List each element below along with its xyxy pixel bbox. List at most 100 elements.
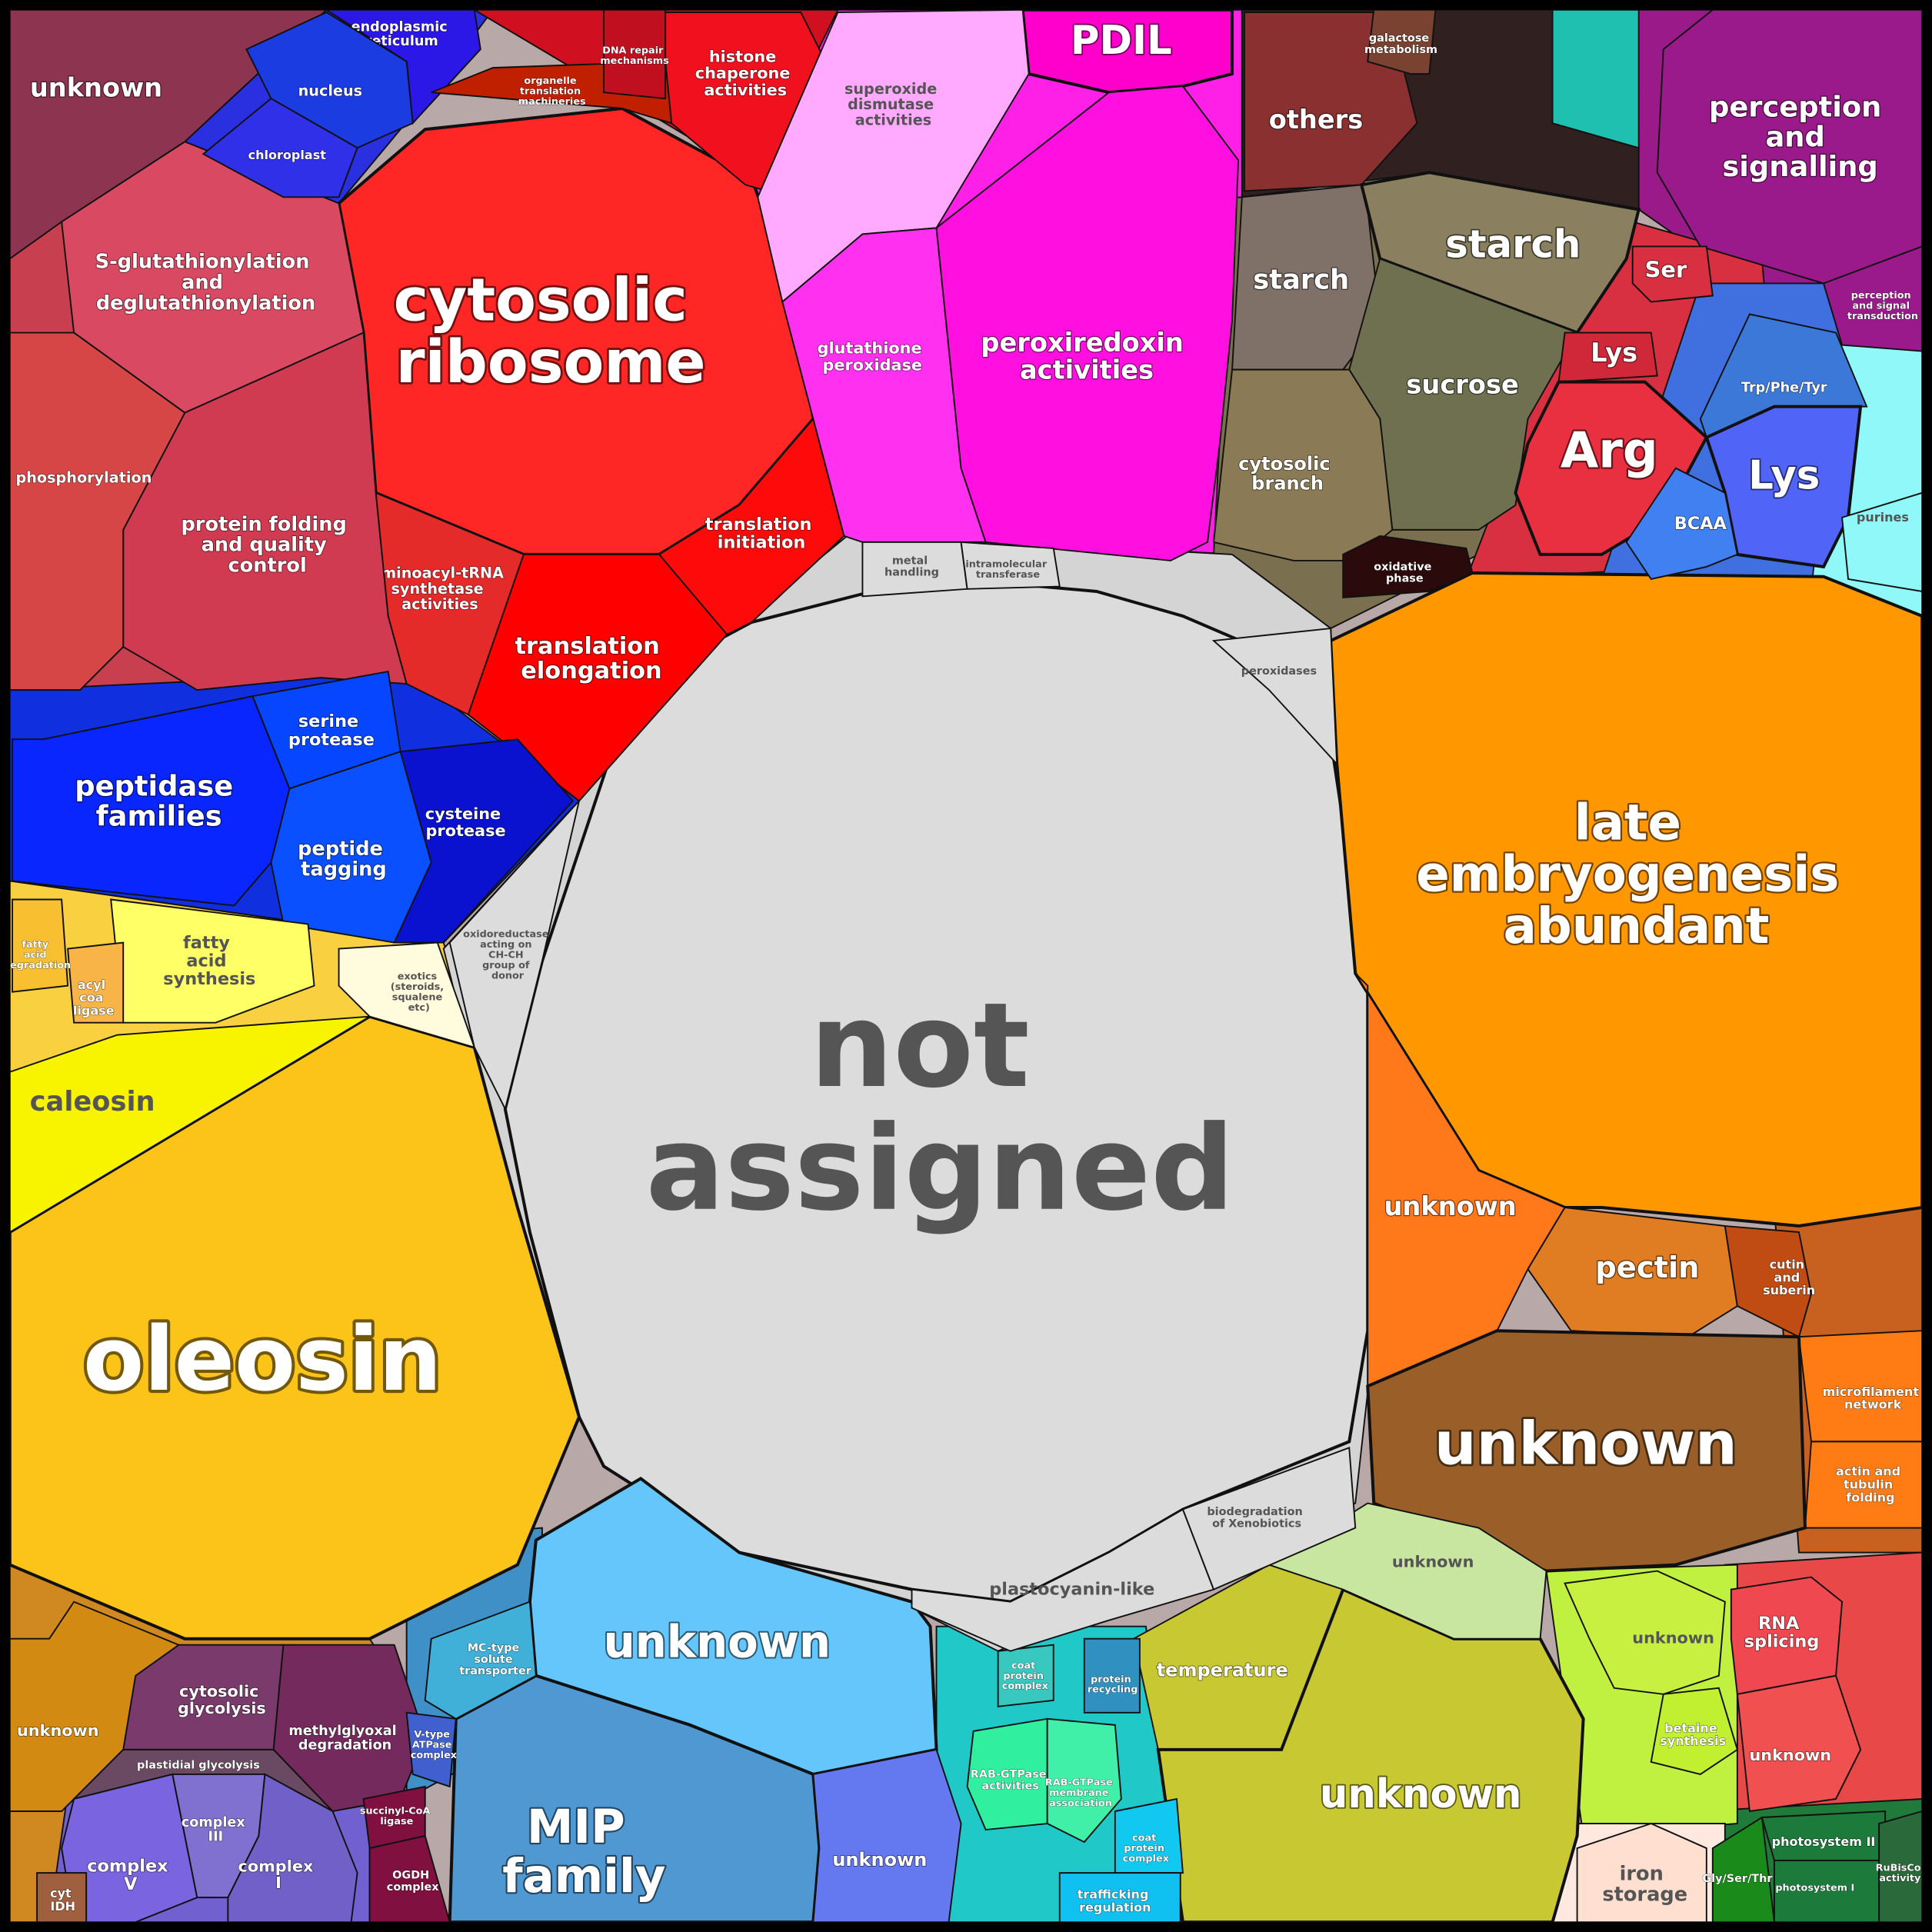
cell-label: unknown — [30, 72, 162, 102]
cell — [8, 331, 186, 691]
cell-label: Ser — [1645, 256, 1687, 282]
cell-label: succinyl-CoA ligase — [360, 1805, 434, 1827]
cell-label: methylglyoxal degradation — [288, 1724, 401, 1754]
cell — [448, 798, 581, 1111]
cell-label: unknown — [1632, 1629, 1714, 1647]
cell-label: pectin — [1595, 1251, 1699, 1285]
cell-label: Trp/Phe/Tyr — [1741, 381, 1827, 396]
cell — [405, 1711, 457, 1788]
cell-label: chloroplast — [248, 147, 327, 162]
cell-label: purines — [1857, 509, 1909, 524]
cell-label: caleosin — [30, 1086, 155, 1118]
cell — [1342, 535, 1474, 599]
cell — [1724, 1224, 1812, 1338]
cell-label: complex V — [87, 1856, 174, 1894]
cell-label: S-glutathionylation and deglutathionylat… — [95, 251, 317, 315]
cell — [1114, 1797, 1184, 1874]
cell-label: plastidial glycolysis — [137, 1760, 260, 1772]
cell-label: BCAA — [1674, 513, 1727, 533]
cell-label: unknown — [832, 1849, 927, 1870]
cell-label: cytosolic glycolysis — [178, 1682, 266, 1717]
cell-label: betaine synthesis — [1660, 1720, 1726, 1748]
cell-label: Lys — [1591, 337, 1637, 367]
cell — [1181, 1447, 1357, 1591]
cell-label: aminoacyl-tRNA synthetase activities — [371, 564, 509, 612]
cell — [1083, 1637, 1141, 1714]
cell-label: unknown — [604, 1615, 831, 1667]
cell-label: cytosolic branch — [1238, 453, 1337, 494]
cell-label: actin and tubulin folding — [1836, 1464, 1905, 1504]
cell-label: PDIL — [1071, 18, 1172, 64]
cell-label: unknown — [1320, 1771, 1522, 1817]
cell-label: biodegradation of Xenobiotics — [1207, 1506, 1306, 1530]
cell-label: photosystem I — [1775, 1882, 1854, 1894]
cell-label: MIP family — [502, 1800, 665, 1904]
cell — [1557, 331, 1658, 383]
cell-label: intramolecular transferase — [965, 558, 1050, 580]
cell — [1564, 1570, 1726, 1695]
cell-label: endoplasmic reticulum — [351, 20, 452, 50]
cell — [966, 1717, 1048, 1831]
cell-label: exotics (steroids, squalene etc) — [391, 971, 448, 1013]
cell-label: unknown — [1749, 1746, 1831, 1764]
cell-label: superoxide dismutase activities — [844, 79, 942, 128]
cell-label: nucleus — [298, 82, 363, 99]
cell-label: unknown — [1384, 1191, 1516, 1221]
cell — [1329, 571, 1924, 1228]
cell — [424, 1601, 537, 1720]
cell — [960, 541, 1061, 590]
cell-label: organelle translation machineries — [518, 75, 586, 108]
cell-label: RuBisCo activity — [1876, 1862, 1924, 1884]
cell-label: cysteine protease — [425, 804, 507, 840]
cell-label: MC-type solute transporter — [459, 1642, 532, 1677]
cell-label: peptide tagging — [298, 838, 390, 881]
cell-label: unknown — [1392, 1552, 1474, 1571]
cell — [1736, 1674, 1862, 1813]
cell-label: protein recycling — [1088, 1674, 1138, 1695]
cell-label: sucrose — [1406, 369, 1518, 399]
cell — [1650, 1687, 1739, 1775]
cell — [1354, 972, 1566, 1387]
cell-label: metal handling — [884, 555, 939, 578]
cell — [1576, 1822, 1707, 1924]
cell-label: cutin and suberin — [1763, 1257, 1815, 1297]
cell-label: protein folding and quality control — [181, 513, 353, 578]
cell — [67, 941, 125, 1024]
cell — [1211, 627, 1338, 766]
cell-label: peroxiredoxin activities — [981, 327, 1192, 384]
cell — [1631, 245, 1714, 303]
cell-label: late embryogenesis abundant — [1416, 794, 1856, 955]
cell-label: iron storage — [1602, 1863, 1687, 1907]
cell — [338, 941, 476, 1049]
cells: not assigned cytosolic ribosome aminoacyl-… — [3, 8, 1925, 1924]
cell-label: complex I — [238, 1857, 318, 1892]
cell — [1267, 1502, 1547, 1640]
cell — [935, 85, 1240, 561]
cell — [202, 98, 358, 198]
cell-label: Lys — [1748, 453, 1820, 499]
cell-label: translation initiation — [705, 514, 818, 552]
cell — [812, 1748, 962, 1924]
cell-label: oleosin — [83, 1308, 442, 1411]
cell-label: oxidoreductase acting on CH-CH group of … — [463, 928, 552, 981]
cell-label: cyt IDH — [50, 1885, 75, 1913]
cell-label: microfilament network — [1823, 1384, 1924, 1411]
cell-label: translation elongation — [515, 633, 668, 685]
cell-label: peptidase families — [75, 769, 243, 832]
cell-label: coat protein complex — [1123, 1832, 1170, 1864]
cell-label: RNA splicing — [1744, 1613, 1820, 1651]
cell-label: acyl coa ligase — [73, 977, 115, 1018]
cell-label: photosystem II — [1772, 1834, 1876, 1849]
cell-label: fatty acid degradation — [3, 939, 71, 971]
cell — [467, 553, 728, 802]
cell-label: not assigned — [646, 977, 1234, 1236]
cell — [997, 1644, 1054, 1707]
cell-label: peroxidases — [1241, 665, 1317, 678]
cell-label: RAB-GTPase membrane association — [1045, 1777, 1116, 1809]
cell-label: others — [1269, 105, 1364, 135]
cell-label: OGDH complex — [387, 1870, 439, 1894]
cell-label: serine protease — [288, 711, 375, 750]
cell-label: Gly/Ser/Thr — [1702, 1873, 1773, 1885]
